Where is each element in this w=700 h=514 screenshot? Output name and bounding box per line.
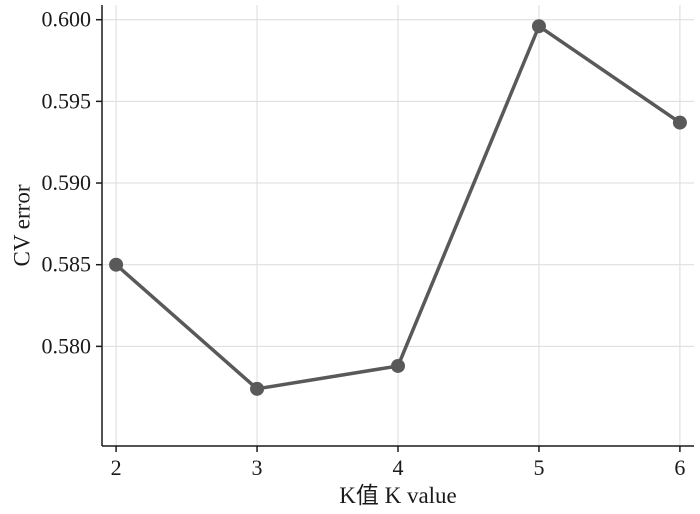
y-tick-label-1: 0.585	[42, 252, 92, 277]
x-axis-title: K值 K value	[339, 483, 457, 508]
data-point-k2	[109, 257, 124, 272]
x-tick-label-4: 4	[393, 455, 404, 480]
y-tick-label-4: 0.600	[42, 7, 92, 32]
data-point-k5	[531, 19, 546, 34]
data-point-k6	[672, 115, 687, 130]
y-axis-title: CV error	[10, 184, 35, 266]
x-tick-label-6: 6	[674, 455, 685, 480]
x-axis-ticks: 2 3 4 5 6	[111, 446, 685, 480]
y-tick-label-2: 0.590	[42, 170, 92, 195]
y-tick-label-3: 0.595	[42, 88, 92, 113]
x-tick-label-5: 5	[533, 455, 544, 480]
x-tick-label-2: 2	[111, 455, 122, 480]
y-tick-label-0: 0.580	[42, 333, 92, 358]
grid-lines	[102, 5, 694, 446]
data-point-k3	[250, 381, 265, 396]
x-tick-label-3: 3	[252, 455, 263, 480]
series	[109, 19, 687, 396]
y-axis-ticks: 0.580 0.585 0.590 0.595 0.600	[42, 7, 102, 358]
data-point-k4	[391, 358, 405, 373]
